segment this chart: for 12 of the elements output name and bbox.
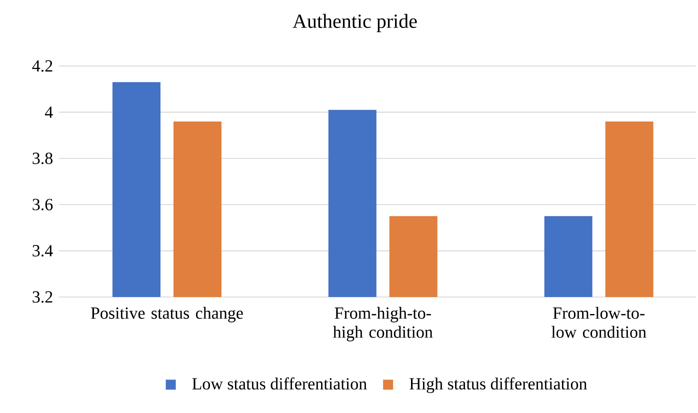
x-tick-label: From-high-to-high condition [333,306,433,342]
legend-label: Low status differentiation [192,377,367,390]
x-tick-label: Positive status change [90,306,243,322]
legend-label: High status differentiation [410,377,587,394]
chart-title: Authentic pride [292,14,417,32]
y-tick-label: 3.4 [32,245,53,257]
y-tick-label: 4.2 [32,60,52,72]
y-tick-label: 4 [44,106,53,118]
y-tick-label: 3.6 [32,198,53,210]
y-tick-label: 3.2 [32,291,52,303]
y-tick-label: 3.8 [32,152,52,164]
x-tick-label: From-low-to-low condition [551,306,646,338]
